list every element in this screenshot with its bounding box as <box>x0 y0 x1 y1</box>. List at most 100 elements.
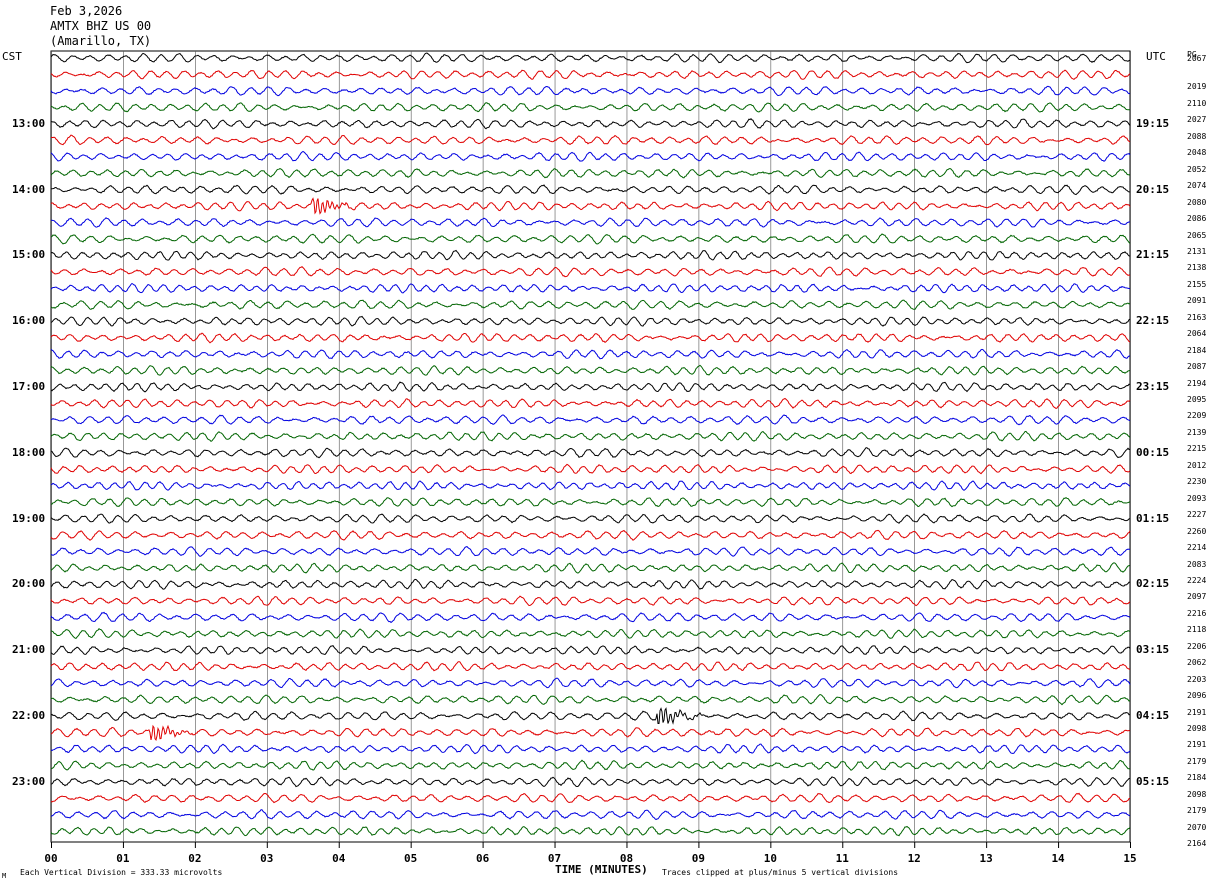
row-count-label: 2179 <box>1187 756 1207 766</box>
trace-row-43 <box>50 759 1131 771</box>
row-count-label: 2086 <box>1187 214 1207 224</box>
right-hour-label: 19:15 <box>1136 116 1170 130</box>
right-count-header: PG <box>1187 50 1197 59</box>
trace-row-37 <box>50 661 1131 672</box>
row-count-label: 2206 <box>1187 641 1207 651</box>
right-hour-label: 05:15 <box>1136 774 1170 788</box>
row-count-label: 2052 <box>1187 164 1207 174</box>
x-tick-label: 02 <box>188 852 202 865</box>
trace-row-35 <box>50 627 1131 639</box>
row-count-label: 2067 <box>1187 54 1207 63</box>
row-count-label: 2138 <box>1187 263 1207 273</box>
trace-row-44 <box>50 776 1130 788</box>
x-tick-label: 06 <box>475 852 490 865</box>
left-timezone-label: CST <box>2 50 22 63</box>
corner-mark: M <box>2 872 7 880</box>
station-code: AMTX BHZ US 00 <box>50 19 152 33</box>
trace-row-16 <box>50 315 1131 327</box>
right-hour-label: 03:15 <box>1136 643 1170 657</box>
right-hour-label: 00:15 <box>1136 445 1170 459</box>
plot-frame <box>50 50 1131 843</box>
right-hour-label: 22:15 <box>1136 314 1170 328</box>
trace-row-45 <box>50 792 1131 804</box>
trace-row-9 <box>50 197 1131 215</box>
left-hour-label: 19:00 <box>12 511 46 525</box>
right-hour-label: 01:15 <box>1136 511 1170 525</box>
trace-row-39 <box>50 693 1131 706</box>
left-hour-label: 16:00 <box>12 314 46 328</box>
right-hour-label: 23:15 <box>1136 380 1170 393</box>
trace-row-36 <box>50 644 1131 655</box>
right-hour-label: 20:15 <box>1136 182 1170 196</box>
row-count-label: 2230 <box>1187 477 1207 487</box>
trace-row-5 <box>50 134 1131 146</box>
x-tick-label: 03 <box>260 852 274 865</box>
trace-row-28 <box>50 513 1131 524</box>
trace-row-8 <box>50 184 1131 196</box>
row-count-label: 2091 <box>1187 296 1207 306</box>
row-count-label: 2065 <box>1187 230 1207 240</box>
trace-row-18 <box>50 348 1131 360</box>
row-count-label: 2227 <box>1187 510 1207 520</box>
left-hour-label: 17:00 <box>12 380 46 393</box>
left-hour-label: 15:00 <box>12 248 46 262</box>
trace-row-27 <box>51 496 1131 508</box>
trace-row-40 <box>50 707 1131 725</box>
row-count-label: 2184 <box>1187 773 1207 783</box>
row-count-label: 2191 <box>1187 740 1207 750</box>
trace-row-12 <box>50 249 1131 261</box>
trace-row-34 <box>50 611 1131 624</box>
row-count-label: 2110 <box>1187 98 1207 108</box>
row-count-label: 2070 <box>1187 822 1207 832</box>
row-count-label: 2131 <box>1187 246 1207 256</box>
trace-row-38 <box>50 677 1131 689</box>
x-tick-label: 09 <box>691 852 706 865</box>
right-hour-label: 04:15 <box>1136 709 1170 722</box>
row-count-label: 2191 <box>1187 707 1207 717</box>
trace-row-15 <box>50 299 1131 310</box>
x-tick-label: 14 <box>1051 852 1065 865</box>
trace-row-2 <box>50 85 1131 97</box>
row-count-label: 2215 <box>1187 444 1207 454</box>
x-tick-label: 00 <box>44 852 58 865</box>
row-count-label: 2203 <box>1187 674 1207 684</box>
row-count-label: 2224 <box>1187 575 1207 585</box>
trace-row-31 <box>50 562 1131 574</box>
left-hour-label: 23:00 <box>12 774 46 788</box>
row-count-label: 2088 <box>1187 131 1207 141</box>
trace-row-33 <box>50 595 1131 607</box>
trace-row-32 <box>50 578 1131 590</box>
row-count-label: 2163 <box>1187 312 1207 322</box>
row-count-label: 2097 <box>1187 592 1207 602</box>
trace-row-42 <box>50 743 1131 755</box>
row-count-label: 2118 <box>1187 625 1207 635</box>
right-timezone-label: UTC <box>1146 50 1166 63</box>
row-count-label: 2216 <box>1187 608 1207 618</box>
x-tick-label: 15 <box>1123 852 1137 865</box>
trace-row-26 <box>50 480 1131 491</box>
trace-row-20 <box>50 381 1131 393</box>
row-count-label: 2139 <box>1187 427 1207 437</box>
left-hour-label: 18:00 <box>12 445 46 459</box>
x-tick-label: 11 <box>835 852 849 865</box>
trace-row-3 <box>50 102 1131 113</box>
row-count-label: 2027 <box>1187 115 1207 125</box>
trace-row-21 <box>50 397 1131 409</box>
row-count-label: 2096 <box>1187 691 1207 701</box>
row-count-label: 2012 <box>1187 460 1207 470</box>
x-tick-label: 10 <box>763 852 777 865</box>
trace-row-13 <box>50 266 1131 278</box>
x-tick-label: 01 <box>116 852 130 865</box>
row-count-label: 2080 <box>1187 197 1207 207</box>
trace-row-41 <box>50 724 1131 741</box>
x-tick-label: 08 <box>619 852 634 865</box>
row-count-label: 2184 <box>1187 345 1207 355</box>
row-count-label: 2155 <box>1187 279 1207 289</box>
row-count-label: 2164 <box>1187 839 1207 849</box>
row-count-label: 2209 <box>1187 411 1207 421</box>
left-hour-label: 21:00 <box>12 643 46 657</box>
trace-row-4 <box>50 117 1131 130</box>
plot-date: Feb 3,2026 <box>50 4 123 18</box>
row-count-label: 2093 <box>1187 493 1207 503</box>
